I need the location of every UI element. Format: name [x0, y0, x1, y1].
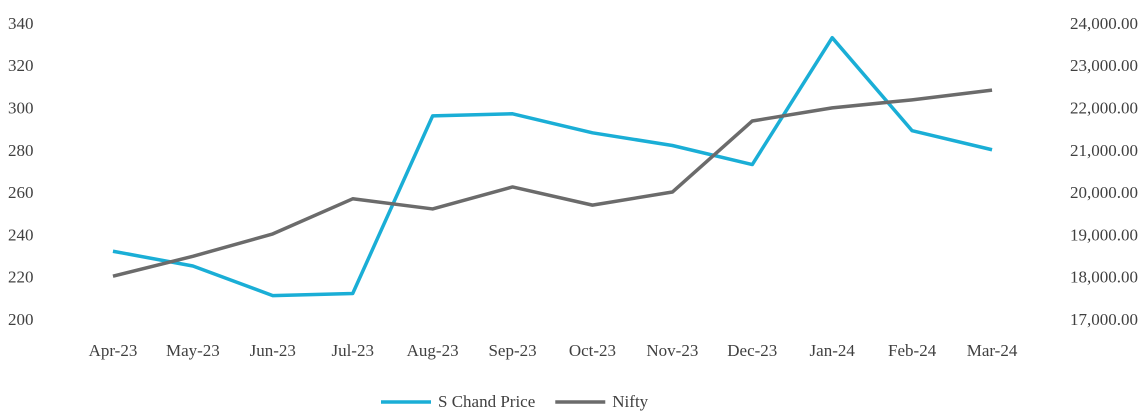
y-tick-label: 280: [8, 141, 34, 160]
x-tick-label: Jul-23: [331, 341, 374, 360]
x-tick-label: Jan-24: [810, 341, 856, 360]
y-tick-label: 340: [8, 14, 34, 33]
line-series: [112, 88, 993, 278]
line-series: [112, 35, 993, 298]
y2-tick-label: 17,000.00: [1070, 310, 1138, 329]
x-tick-label: Dec-23: [727, 341, 777, 360]
y2-tick-label: 19,000.00: [1070, 225, 1138, 244]
x-tick-label: Sep-23: [488, 341, 536, 360]
y2-tick-label: 21,000.00: [1070, 141, 1138, 160]
y-tick-label: 320: [8, 56, 34, 75]
y2-tick-label: 22,000.00: [1070, 98, 1138, 117]
x-tick-label: May-23: [166, 341, 220, 360]
y2-tick-label: 18,000.00: [1070, 268, 1138, 287]
x-tick-label: Oct-23: [569, 341, 616, 360]
y-tick-label: 260: [8, 183, 34, 202]
y-tick-label: 220: [8, 268, 34, 287]
x-tick-label: Mar-24: [967, 341, 1018, 360]
x-tick-label: Jun-23: [250, 341, 296, 360]
legend-label: Nifty: [612, 392, 648, 411]
y2-tick-label: 23,000.00: [1070, 56, 1138, 75]
x-tick-label: Aug-23: [407, 341, 459, 360]
x-tick-label: Apr-23: [89, 341, 138, 360]
y-tick-label: 200: [8, 310, 34, 329]
x-tick-label: Feb-24: [888, 341, 937, 360]
x-tick-label: Nov-23: [646, 341, 698, 360]
y2-tick-label: 20,000.00: [1070, 183, 1138, 202]
y-tick-label: 300: [8, 98, 34, 117]
y2-tick-label: 24,000.00: [1070, 14, 1138, 33]
y-tick-label: 240: [8, 225, 34, 244]
legend-label: S Chand Price: [438, 392, 535, 411]
